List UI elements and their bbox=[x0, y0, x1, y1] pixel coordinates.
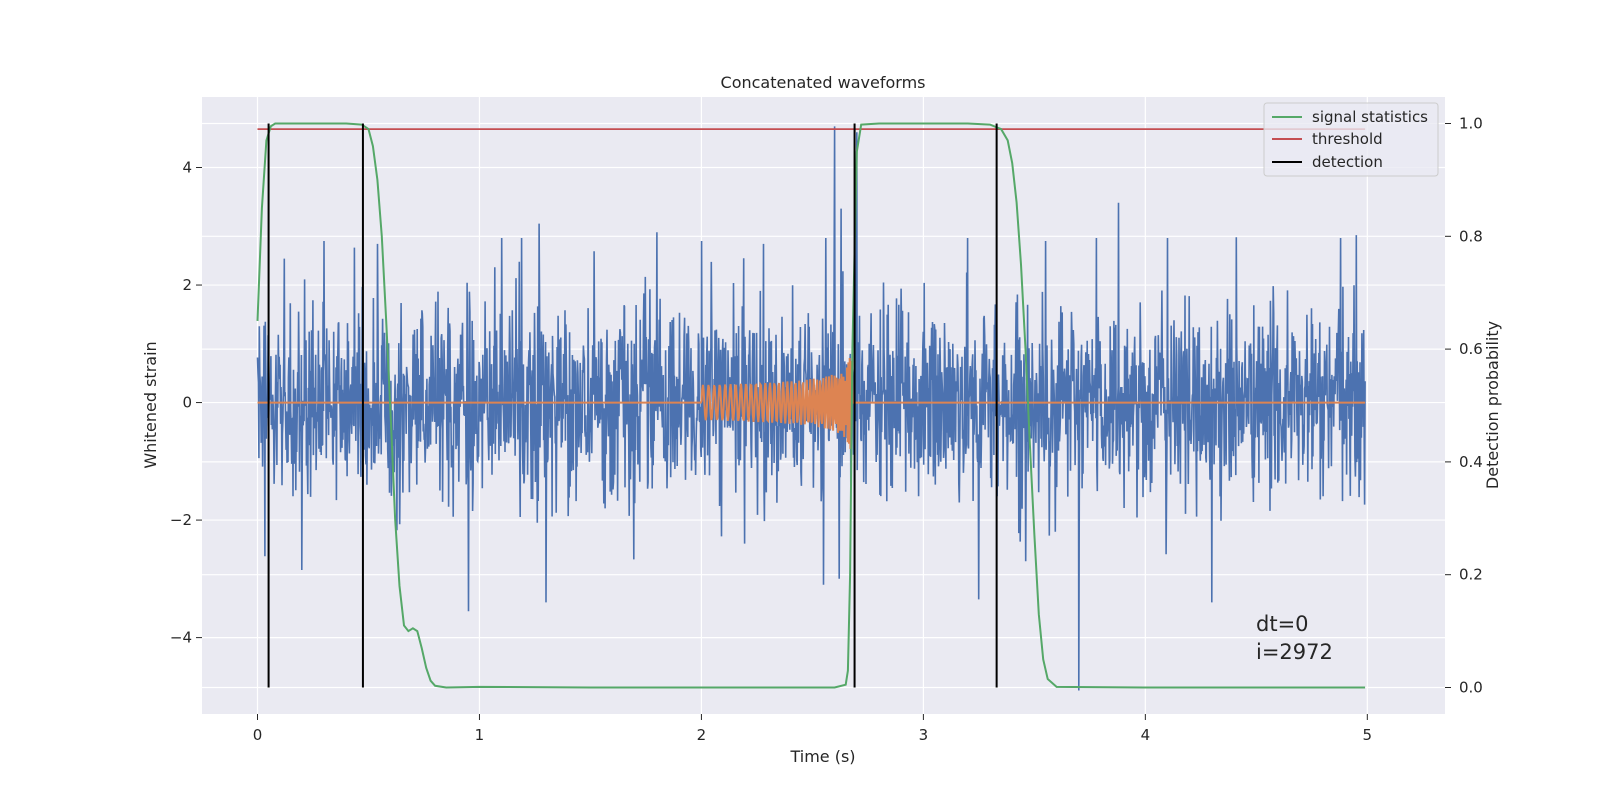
x-tick-label-5: 5 bbox=[1363, 726, 1373, 744]
data-layer bbox=[256, 122, 1366, 691]
legend-box bbox=[1263, 102, 1439, 177]
x-tick-label-1: 1 bbox=[475, 726, 485, 744]
y2-tick-label-2: 0.4 bbox=[1459, 453, 1483, 471]
legend-label-threshold: threshold bbox=[1312, 130, 1383, 148]
y-tick-label-1: −2 bbox=[170, 511, 192, 529]
y2-tick-label-1: 0.2 bbox=[1459, 566, 1483, 584]
legend-label-detection: detection bbox=[1312, 153, 1383, 171]
y-tick-label-3: 2 bbox=[182, 276, 192, 294]
series-signal-statistics bbox=[256, 122, 1366, 689]
x-tick-label-3: 3 bbox=[919, 726, 929, 744]
y2-tick-label-5: 1.0 bbox=[1459, 115, 1483, 133]
y2-tick-label-4: 0.8 bbox=[1459, 227, 1483, 245]
x-tick-label-4: 4 bbox=[1141, 726, 1151, 744]
annotation-dt: dt=0 bbox=[1256, 612, 1309, 636]
y2-axis-label: Detection probability bbox=[1483, 321, 1502, 489]
legend-label-signal-statistics: signal statistics bbox=[1312, 108, 1428, 126]
y-tick-label-0: −4 bbox=[170, 629, 192, 647]
x-tick-label-2: 2 bbox=[697, 726, 707, 744]
series-injected-signal bbox=[257, 357, 1366, 449]
y-tick-label-4: 4 bbox=[182, 159, 192, 177]
y2-tick-label-3: 0.6 bbox=[1459, 340, 1483, 358]
x-axis-label: Time (s) bbox=[789, 747, 855, 766]
ticks: −4 −2 0 2 4 0.0 0.2 0.4 0.6 0.8 1.0 0 1 2 3 4 5 bbox=[170, 115, 1483, 744]
chart-title: Concatenated waveforms bbox=[721, 73, 926, 92]
legend: signal statistics threshold detection bbox=[1263, 102, 1439, 177]
annotation-i: i=2972 bbox=[1256, 640, 1333, 664]
y2-tick-label-0: 0.0 bbox=[1459, 678, 1483, 696]
y-tick-label-2: 0 bbox=[182, 394, 192, 412]
y-axis-label: Whitened strain bbox=[141, 341, 160, 468]
x-tick-label-0: 0 bbox=[253, 726, 263, 744]
